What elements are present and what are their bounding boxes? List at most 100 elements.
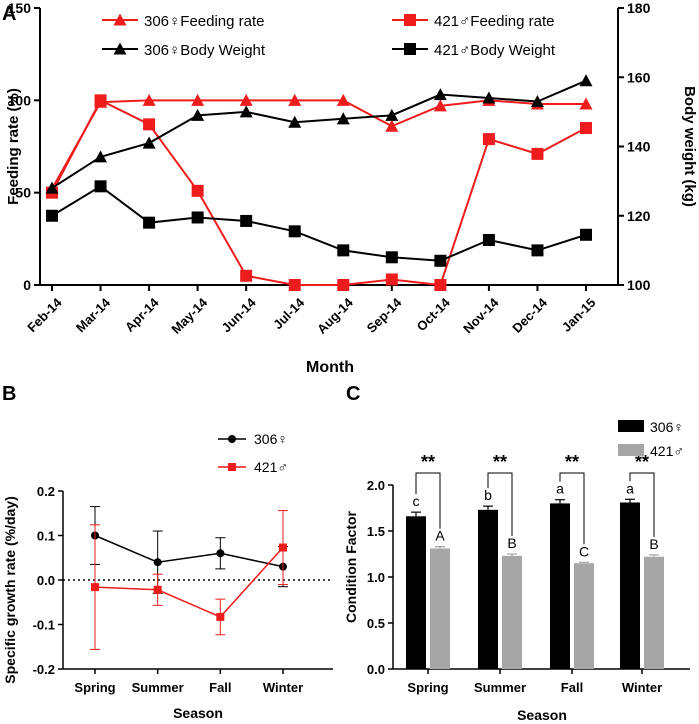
panel-a-chart: 0 50 100 150 100 120 140 160 180 Feb-14 Mar-14 Apr-…: [5, 0, 698, 376]
a-point-2: [482, 91, 496, 104]
a-x-axis-title: Month: [306, 359, 354, 376]
b-legend-marker: [228, 463, 236, 471]
a-left-tick-label: 150: [8, 0, 32, 16]
c-letter-0: b: [484, 487, 492, 503]
a-x-tick-label: Feb-14: [24, 294, 65, 335]
c-bar-1: [502, 555, 522, 669]
c-letter-1: B: [649, 536, 658, 552]
c-x-tick-label: Winter: [622, 680, 662, 695]
a-x-tick-label: Aug-14: [314, 294, 356, 336]
a-legend-marker: [404, 43, 416, 55]
a-left-tick-label: 100: [8, 92, 32, 108]
c-y-tick-label: 1.0: [367, 570, 385, 585]
a-point-3: [191, 211, 204, 224]
c-sig-bracket: [629, 472, 655, 537]
b-x-tick-label: Summer: [132, 680, 184, 695]
c-sig-label: **: [635, 452, 649, 472]
c-bar-1: [430, 548, 450, 669]
a-legend-marker: [113, 42, 127, 55]
b-x-tick-label: Spring: [74, 680, 115, 695]
a-point-3: [580, 228, 592, 241]
b-point-0: [216, 549, 225, 558]
a-point-1: [434, 279, 447, 291]
a-legend-label: 421♂Feeding rate: [434, 13, 555, 30]
a-right-tick-label: 100: [627, 277, 651, 293]
c-sig-label: **: [421, 452, 435, 472]
a-point-1: [385, 273, 398, 286]
a-legend-marker: [404, 14, 416, 26]
a-point-3: [385, 251, 398, 264]
b-y-tick-label: 0.2: [37, 484, 55, 499]
c-y-tick-label: 2.0: [367, 478, 385, 493]
b-y-axis-title: Specific growth rate (%/day): [2, 496, 18, 683]
a-right-tick-label: 120: [627, 208, 651, 224]
a-point-0: [385, 119, 399, 132]
c-sig-bracket: [487, 472, 513, 536]
a-x-tick-label: Dec-14: [509, 294, 550, 335]
a-point-3: [46, 209, 58, 222]
a-point-3: [240, 214, 253, 227]
a-point-1: [143, 118, 156, 131]
b-point-0: [153, 558, 162, 567]
a-y-axis-title: Feeding rate (%): [5, 88, 22, 205]
a-x-tick-label: Jun-14: [218, 294, 259, 335]
b-point-1: [279, 543, 287, 552]
c-sig-label: **: [565, 452, 579, 472]
b-x-tick-label: Fall: [209, 680, 231, 695]
a-point-3: [434, 254, 447, 267]
c-x-tick-label: Fall: [561, 680, 583, 695]
a-right-tick-label: 140: [627, 139, 651, 155]
a-point-2: [433, 88, 447, 101]
a-point-3: [531, 244, 544, 257]
b-series-line-1: [94, 547, 284, 618]
c-bar-1: [644, 556, 664, 669]
a-x-tick-label: Mar-14: [73, 294, 114, 335]
a-legend-marker: [113, 13, 127, 26]
a-point-1: [240, 269, 253, 282]
b-legend-label: 421♂: [254, 459, 288, 475]
c-letter-0: c: [413, 493, 420, 509]
a-point-0: [336, 93, 350, 106]
a-point-1: [94, 94, 107, 107]
a-x-tick-label: Sep-14: [364, 294, 405, 335]
b-point-1: [91, 583, 99, 592]
c-legend-label: 421♂: [650, 443, 684, 459]
a-point-3: [94, 180, 107, 193]
a-point-2: [142, 136, 156, 149]
a-x-tick-label: Jul-14: [270, 294, 308, 332]
b-legend-label: 306♀: [254, 431, 288, 447]
a-point-3: [337, 244, 350, 257]
b-y-tick-label: -0.2: [33, 662, 55, 677]
a-point-1: [580, 122, 592, 135]
a-point-2: [336, 112, 350, 125]
a-point-0: [579, 97, 593, 110]
c-bar-0: [478, 509, 498, 669]
b-y-tick-label: 0.0: [37, 573, 55, 588]
c-x-tick-label: Spring: [407, 680, 448, 695]
a-left-tick-label: 50: [15, 185, 31, 201]
c-bar-0: [550, 503, 570, 669]
a-legend-label: 306♀Feeding rate: [144, 13, 265, 30]
panel-a-label: A: [2, 3, 16, 25]
b-y-tick-label: 0.1: [37, 529, 55, 544]
a-point-2: [385, 108, 399, 121]
a-point-1: [337, 279, 350, 291]
c-y-tick-label: 1.5: [367, 524, 385, 539]
a-point-2: [94, 150, 108, 163]
a-x-tick-label: May-14: [168, 294, 210, 336]
a-point-0: [142, 93, 156, 106]
c-legend-swatch: [618, 444, 644, 456]
c-bar-0: [620, 502, 640, 669]
a-point-0: [239, 93, 253, 106]
a-point-2: [239, 105, 253, 118]
a-series-line-0: [51, 99, 586, 190]
a-point-1: [191, 184, 204, 197]
a-series-line-3: [51, 185, 587, 262]
c-letter-1: B: [507, 535, 516, 551]
c-sig-bracket: [415, 472, 441, 529]
a-x-tick-label: Jan-15: [559, 295, 599, 335]
b-series-line-0: [94, 534, 284, 568]
a-point-2: [288, 115, 302, 128]
c-letter-0: a: [626, 480, 634, 496]
